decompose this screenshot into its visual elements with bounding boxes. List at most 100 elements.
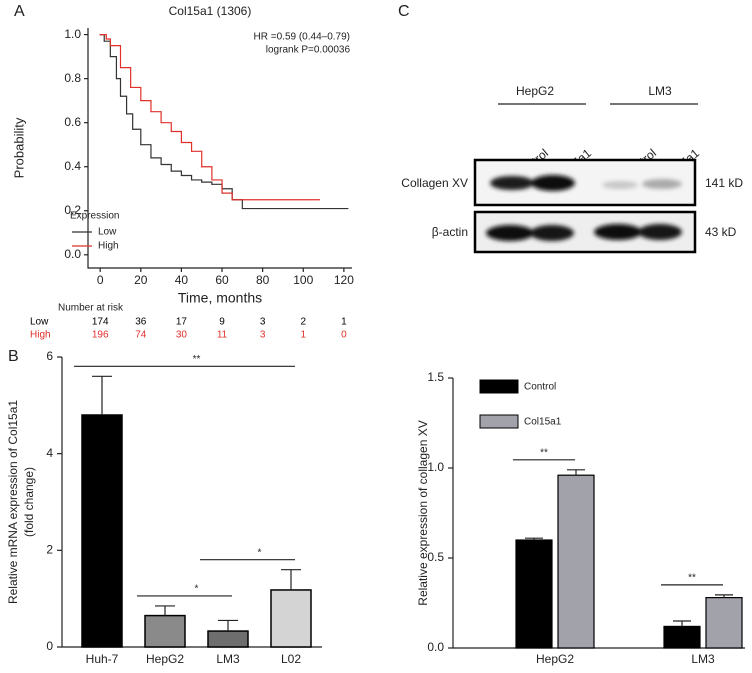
blot-group: HepG2 [516, 84, 554, 98]
step-segment [211, 183, 223, 190]
bar [557, 474, 595, 649]
step-segment [105, 38, 111, 47]
step-segment [99, 34, 107, 40]
step-segment [211, 179, 223, 194]
y-axis-label: Relative expression of collagen XV [416, 420, 430, 605]
x-tick-label: HepG2 [536, 652, 574, 666]
step-segment [140, 144, 152, 159]
step-segment [132, 128, 142, 146]
step-segment [201, 181, 213, 185]
y-axis-label: (fold change) [22, 467, 36, 537]
step-segment [99, 34, 105, 42]
step-segment [221, 188, 233, 201]
x-tick-label: 120 [334, 273, 354, 287]
significance-label: ** [688, 573, 696, 584]
blot-row: β-actin [432, 225, 468, 239]
risk-value: 1 [300, 330, 306, 341]
bar [81, 414, 123, 648]
blot-size: 141 kD [705, 176, 743, 190]
error-bar [155, 605, 175, 616]
step-segment [109, 56, 118, 80]
y-tick-label: 0.8 [64, 71, 81, 85]
x-tick-label: 100 [293, 273, 313, 287]
significance-label: ** [540, 447, 548, 458]
annotation: HR =0.59 (0.44–0.79) [254, 32, 350, 43]
y-axis-label: Probability [11, 117, 26, 178]
legend-label: Low [98, 227, 117, 238]
step-segment [140, 100, 152, 113]
y-tick-label: 0.2 [64, 203, 81, 217]
error-bar [715, 594, 733, 598]
legend-swatch [479, 379, 519, 394]
panel-label: A [14, 3, 25, 20]
legend-label: Col15a1 [524, 417, 562, 428]
blot-row: Collagen XV [401, 176, 468, 190]
step-segment [180, 141, 193, 152]
y-tick-label: 0.5 [427, 550, 444, 564]
risk-value: 0 [341, 330, 347, 341]
x-tick-label: Huh-7 [86, 652, 119, 666]
step-segment [170, 170, 183, 177]
step-segment [150, 157, 162, 166]
axis [452, 378, 745, 649]
y-tick-label: 0.0 [427, 640, 444, 654]
x-tick-label: 60 [215, 273, 229, 287]
blot-size: 43 kD [705, 225, 737, 239]
step-segment [103, 40, 111, 58]
step-segment [221, 192, 233, 201]
error-bar [525, 537, 543, 540]
x-tick-label: HepG2 [146, 652, 184, 666]
error-bar [218, 619, 238, 632]
risk-value: 74 [135, 330, 147, 341]
chart-title: Col15a1 (1306) [169, 4, 252, 18]
step-segment [119, 95, 128, 115]
error-bar [567, 469, 585, 476]
step-segment [109, 45, 122, 69]
x-tick-label: 40 [175, 273, 189, 287]
step-segment [190, 179, 203, 183]
bar [144, 614, 186, 648]
error-bar [92, 375, 112, 415]
y-tick-label: 0.0 [64, 247, 81, 261]
step-segment [170, 130, 183, 144]
bands [486, 175, 682, 241]
risk-value: 174 [92, 317, 109, 328]
bar [207, 630, 249, 648]
y-tick-label: 0.4 [64, 159, 81, 173]
risk-value: 3 [260, 317, 266, 328]
bar [515, 539, 553, 649]
bar [663, 625, 701, 649]
risk-value: 1 [341, 317, 347, 328]
risk-row-name: Low [30, 317, 49, 328]
y-axis-label: Relative mRNA expression of Col15a1 [6, 400, 20, 604]
risk-title: Number at risk [58, 303, 124, 314]
legend-title: Expression [70, 211, 119, 222]
risk-value: 3 [260, 330, 266, 341]
risk-value: 17 [176, 317, 188, 328]
y-tick-label: 1.0 [64, 27, 81, 41]
legend-label: Control [524, 382, 556, 393]
bar [705, 596, 743, 649]
axis [87, 28, 352, 269]
y-tick-label: 4 [46, 446, 53, 460]
error-bar [673, 620, 691, 627]
risk-value: 9 [219, 317, 225, 328]
significance-label: * [258, 547, 262, 558]
annotation: logrank P=0.00036 [266, 45, 351, 56]
step-segment [119, 67, 132, 89]
risk-value: 36 [135, 317, 147, 328]
significance-label: * [195, 584, 199, 595]
significance-label: ** [193, 354, 201, 365]
legend-label: High [98, 241, 119, 252]
panel-label: B [8, 348, 19, 365]
risk-value: 196 [92, 330, 109, 341]
western-blot: HepG2 LM3 Control Col15a1 Control Col15a… [401, 84, 743, 254]
x-tick-label: LM3 [691, 652, 715, 666]
error-bar [281, 569, 301, 590]
x-tick-label: LM3 [216, 652, 240, 666]
y-tick-label: 0 [46, 639, 53, 653]
x-tick-label: 0 [97, 273, 104, 287]
y-tick-label: 1.0 [427, 460, 444, 474]
step-segment [201, 166, 213, 181]
